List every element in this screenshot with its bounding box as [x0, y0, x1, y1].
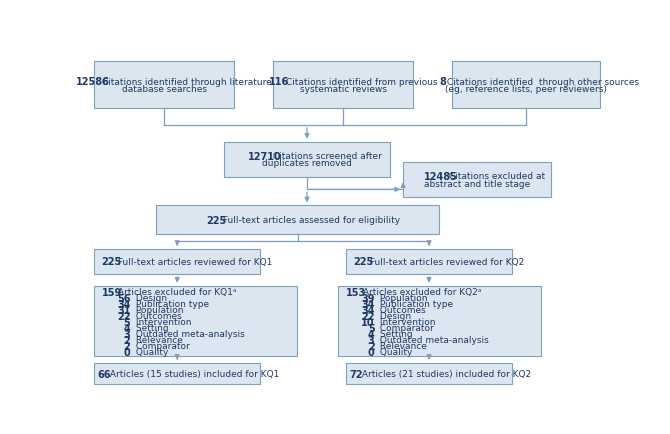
Text: 56: 56	[117, 293, 131, 303]
Text: Intervention: Intervention	[377, 318, 435, 327]
Text: 10: 10	[361, 317, 375, 327]
FancyBboxPatch shape	[94, 62, 234, 109]
Text: 2: 2	[124, 341, 131, 351]
Text: Publication type: Publication type	[377, 299, 453, 309]
FancyBboxPatch shape	[94, 286, 297, 356]
Text: Articles (21 studies) included for KQ2: Articles (21 studies) included for KQ2	[358, 369, 531, 378]
Text: Full-text articles reviewed for KQ2: Full-text articles reviewed for KQ2	[366, 257, 524, 266]
Text: 12710: 12710	[248, 151, 281, 161]
Text: Design: Design	[377, 312, 411, 321]
Text: 12485: 12485	[423, 171, 458, 181]
FancyBboxPatch shape	[338, 286, 541, 356]
Text: Articles (15 studies) included for KQ1: Articles (15 studies) included for KQ1	[107, 369, 279, 378]
Text: Citations screened after: Citations screened after	[270, 152, 382, 161]
Text: 34: 34	[117, 299, 131, 309]
Text: Outdated meta-analysis: Outdated meta-analysis	[377, 335, 488, 345]
Text: Comparator: Comparator	[133, 342, 190, 351]
Text: 12586: 12586	[76, 77, 110, 87]
Text: 0: 0	[368, 347, 375, 357]
Text: 3: 3	[124, 329, 131, 339]
Text: 72: 72	[350, 369, 363, 379]
Text: 153: 153	[346, 287, 366, 297]
Text: Outdated meta-analysis: Outdated meta-analysis	[133, 330, 245, 339]
Text: 22: 22	[361, 311, 375, 321]
Text: Citations identified through literature: Citations identified through literature	[98, 77, 271, 86]
Text: Articles excluded for KQ2ᵃ: Articles excluded for KQ2ᵃ	[360, 288, 481, 296]
Text: 5: 5	[368, 323, 375, 333]
Text: (eg, reference lists, peer reviewers): (eg, reference lists, peer reviewers)	[446, 85, 607, 94]
Text: 31: 31	[117, 305, 131, 315]
Text: 66: 66	[98, 369, 111, 379]
Text: Articles excluded for KQ1ᵃ: Articles excluded for KQ1ᵃ	[115, 288, 237, 296]
Text: 225: 225	[101, 257, 121, 267]
Text: 2: 2	[368, 341, 375, 351]
Text: 39: 39	[361, 293, 375, 303]
Text: Setting: Setting	[377, 330, 412, 339]
Text: duplicates removed: duplicates removed	[262, 159, 352, 168]
FancyBboxPatch shape	[224, 142, 390, 178]
Text: 34: 34	[361, 299, 375, 309]
Text: 4: 4	[368, 329, 375, 339]
Text: 3: 3	[368, 335, 375, 345]
Text: Relevance: Relevance	[377, 342, 427, 351]
FancyBboxPatch shape	[94, 249, 260, 274]
Text: Quality: Quality	[377, 348, 412, 357]
Text: Citations identified  through other sources: Citations identified through other sourc…	[444, 77, 639, 86]
FancyBboxPatch shape	[403, 162, 551, 197]
Text: Relevance: Relevance	[133, 335, 182, 345]
Text: Setting: Setting	[133, 324, 168, 332]
Text: systematic reviews: systematic reviews	[300, 85, 387, 94]
Text: 4: 4	[124, 323, 131, 333]
Text: Citations identified from previous: Citations identified from previous	[283, 77, 438, 86]
Text: Publication type: Publication type	[133, 299, 208, 309]
Text: 225: 225	[353, 257, 373, 267]
FancyBboxPatch shape	[346, 249, 512, 274]
Text: Outcomes: Outcomes	[377, 306, 425, 315]
Text: database searches: database searches	[122, 85, 207, 94]
Text: 116: 116	[269, 77, 289, 87]
Text: Citations excluded at: Citations excluded at	[446, 172, 545, 181]
FancyBboxPatch shape	[156, 206, 440, 234]
Text: 22: 22	[117, 311, 131, 321]
Text: Intervention: Intervention	[133, 318, 191, 327]
Text: 2: 2	[124, 335, 131, 345]
Text: Design: Design	[133, 293, 167, 302]
FancyBboxPatch shape	[452, 62, 600, 109]
Text: Quality: Quality	[133, 348, 168, 357]
Text: abstract and title stage: abstract and title stage	[424, 179, 530, 188]
Text: Population: Population	[377, 293, 427, 302]
Text: 225: 225	[206, 215, 226, 225]
Text: Full-text articles reviewed for KQ1: Full-text articles reviewed for KQ1	[115, 257, 272, 266]
Text: Population: Population	[133, 306, 183, 315]
Text: Comparator: Comparator	[377, 324, 433, 332]
Text: 5: 5	[124, 317, 131, 327]
Text: 8: 8	[440, 77, 446, 87]
Text: 159: 159	[102, 287, 122, 297]
Text: Outcomes: Outcomes	[133, 312, 182, 321]
Text: Full-text articles assessed for eligibility: Full-text articles assessed for eligibil…	[220, 216, 400, 224]
Text: 0: 0	[124, 347, 131, 357]
FancyBboxPatch shape	[273, 62, 413, 109]
FancyBboxPatch shape	[94, 363, 260, 385]
FancyBboxPatch shape	[346, 363, 512, 385]
Text: 34: 34	[361, 305, 375, 315]
